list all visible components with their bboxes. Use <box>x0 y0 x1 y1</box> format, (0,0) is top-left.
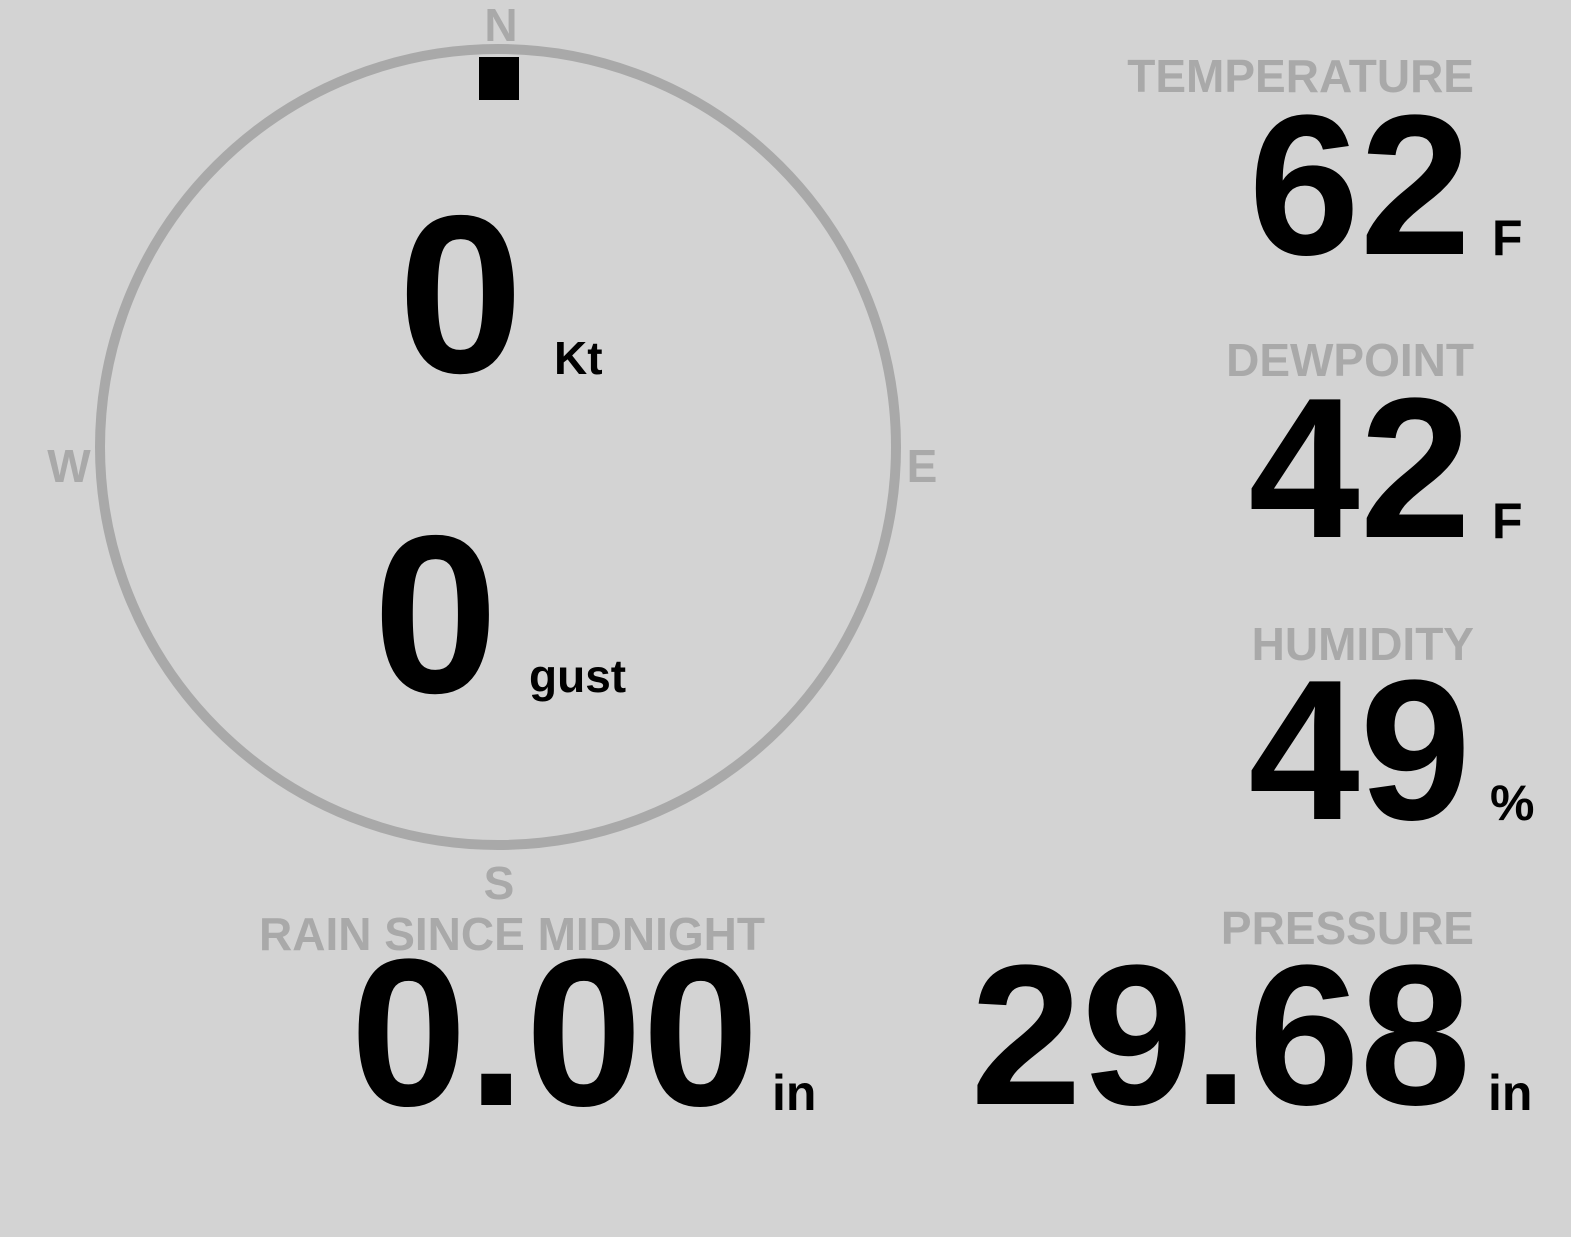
humidity-unit: % <box>1490 775 1535 831</box>
wind-speed-unit: Kt <box>554 332 603 384</box>
wind-direction-marker <box>479 57 519 100</box>
temperature-value: 62 <box>1248 74 1471 297</box>
temperature-label: TEMPERATURE <box>1127 50 1474 102</box>
compass-east-label: E <box>906 440 938 492</box>
pressure-unit: in <box>1488 1065 1533 1121</box>
rain-label: RAIN SINCE MIDNIGHT <box>259 908 765 960</box>
humidity-label: HUMIDITY <box>1251 618 1474 670</box>
compass-ring <box>95 44 901 850</box>
dewpoint-value: 42 <box>1248 357 1471 580</box>
wind-gust-value: 0 <box>373 488 499 740</box>
wind-gust-unit: gust <box>529 650 627 702</box>
pressure-label: PRESSURE <box>1220 902 1474 954</box>
humidity-value: 49 <box>1248 639 1471 862</box>
wind-speed-value: 0 <box>398 168 524 420</box>
compass-south-label: S <box>483 857 515 909</box>
temperature-unit: F <box>1492 210 1523 266</box>
compass-north-label: N <box>484 0 518 51</box>
compass-west-label: W <box>47 440 91 492</box>
rain-value: 0.00 <box>350 915 759 1150</box>
pressure-value: 29.68 <box>970 924 1472 1147</box>
rain-unit: in <box>772 1065 817 1121</box>
dewpoint-label: DEWPOINT <box>1226 334 1474 386</box>
dewpoint-unit: F <box>1492 493 1523 549</box>
